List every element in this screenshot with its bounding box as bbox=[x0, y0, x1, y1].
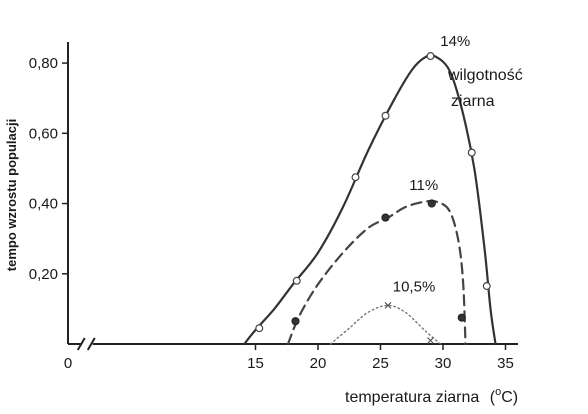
y-tick-label: 0,20 bbox=[29, 266, 58, 283]
series-layer: 14% 11% 10,5% bbox=[243, 33, 497, 346]
data-point bbox=[381, 213, 390, 222]
x-tick-label: 25 bbox=[372, 355, 389, 372]
y-ticks: 0,20 0,40 0,60 0,80 bbox=[29, 55, 68, 283]
x-axis-label: temperatura ziarna (oC) bbox=[345, 386, 518, 406]
data-point bbox=[426, 52, 435, 61]
x-axis-unit-close: C) bbox=[501, 389, 518, 406]
series-label: 11% bbox=[409, 177, 438, 194]
data-point bbox=[384, 301, 392, 309]
x-axis-title: temperatura ziarna bbox=[345, 389, 479, 406]
y-tick-label: 0,40 bbox=[29, 196, 58, 213]
series-line bbox=[286, 199, 467, 346]
series-3: 10,5% bbox=[329, 279, 442, 345]
y-tick-label: 0,80 bbox=[29, 55, 58, 72]
data-point bbox=[291, 317, 300, 326]
data-point bbox=[292, 276, 301, 285]
series-1: 14% bbox=[243, 33, 497, 346]
series-line bbox=[329, 304, 442, 345]
x-ticks: 0 15 20 25 30 35 bbox=[64, 344, 514, 372]
series-line bbox=[243, 53, 497, 346]
axes bbox=[67, 42, 518, 351]
y-tick-label: 0,60 bbox=[29, 125, 58, 142]
x-tick-label: 20 bbox=[310, 355, 327, 372]
annotation-line-1: wilgotność bbox=[447, 67, 523, 84]
data-point-stroke bbox=[427, 337, 434, 344]
series-2: 11% bbox=[286, 177, 467, 346]
axis-break-mark bbox=[86, 337, 96, 351]
axis-break-mark bbox=[76, 337, 86, 351]
x-tick-label: 15 bbox=[247, 355, 264, 372]
x-tick-label: 0 bbox=[64, 355, 72, 372]
data-point bbox=[427, 337, 434, 344]
x-axis-unit-open: ( bbox=[490, 389, 496, 406]
data-point bbox=[467, 148, 476, 157]
data-point bbox=[427, 199, 436, 208]
series-label: 10,5% bbox=[393, 279, 436, 296]
y-axis-label: tempo wzrostu populacji bbox=[4, 119, 19, 271]
data-point bbox=[255, 324, 264, 333]
annotation-line-2: ziarna bbox=[451, 93, 495, 110]
x-tick-label: 30 bbox=[435, 355, 452, 372]
x-tick-label: 35 bbox=[497, 355, 514, 372]
x-axis-unit-degree: o bbox=[495, 386, 501, 398]
data-point bbox=[457, 313, 466, 322]
data-point bbox=[351, 173, 360, 182]
data-point-stroke bbox=[384, 301, 392, 309]
data-point bbox=[482, 282, 491, 291]
data-point bbox=[381, 111, 390, 120]
series-label: 14% bbox=[440, 33, 470, 50]
